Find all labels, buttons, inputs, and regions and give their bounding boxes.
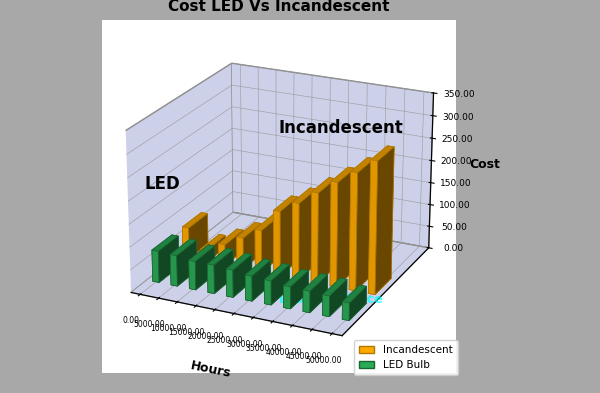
Legend: Incandescent, LED Bulb: Incandescent, LED Bulb <box>353 340 458 375</box>
Text: LEDHomePlace: LEDHomePlace <box>279 293 384 306</box>
Text: Incandescent: Incandescent <box>279 119 404 137</box>
X-axis label: Hours: Hours <box>190 359 233 380</box>
Title: Cost LED Vs Incandescent: Cost LED Vs Incandescent <box>168 0 390 14</box>
Text: LED: LED <box>145 175 181 193</box>
